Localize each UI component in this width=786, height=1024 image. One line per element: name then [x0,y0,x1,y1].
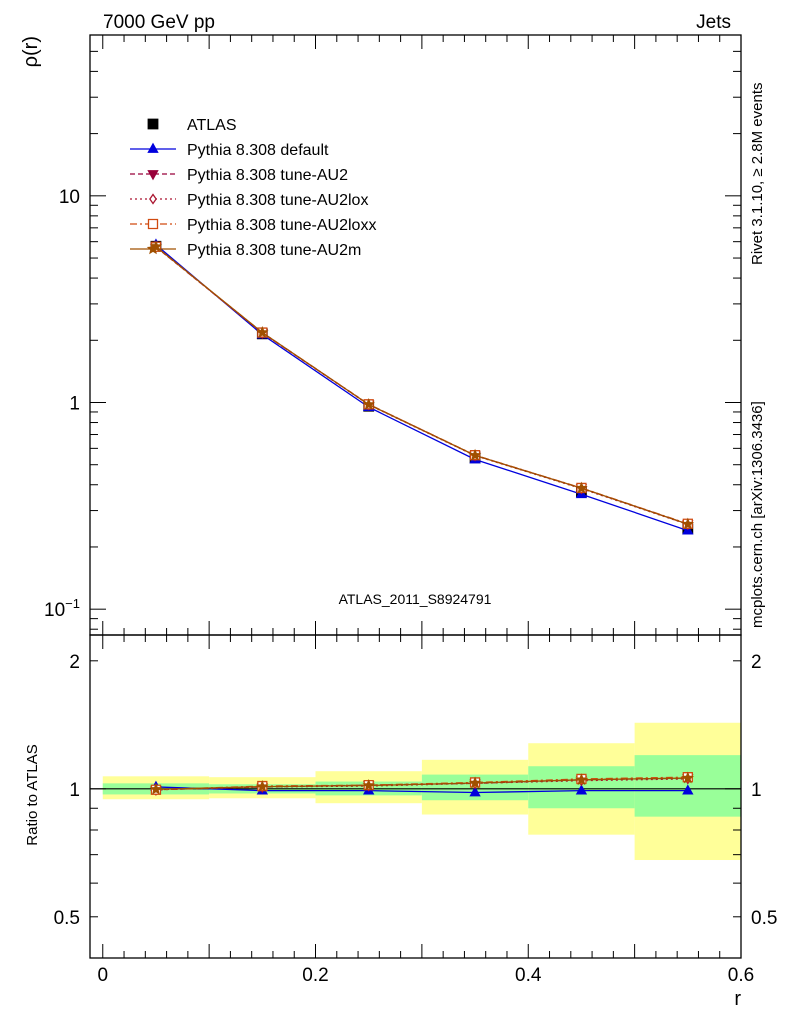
ratio-y-label: Ratio to ATLAS [24,744,41,845]
legend-item: Pythia 8.308 tune-AU2lox [130,192,368,209]
y-tick-label: 10 [59,187,80,208]
series-line [155,246,689,525]
main-y-label: ρ(r) [20,36,42,67]
series-pythia-8-308-tune-au2 [150,243,694,531]
ratio-y-tick-label-right: 1 [751,780,762,801]
series-line [155,246,689,526]
data-point [362,778,375,791]
legend-label: Pythia 8.308 tune-AU2m [187,242,361,259]
legend-label: Pythia 8.308 tune-AU2lox [187,192,368,209]
ratio-y-tick-label-right: 2 [751,652,762,673]
legend-marker [147,218,159,230]
series-line [155,786,688,794]
data-point [681,517,695,530]
plot-frames [89,34,742,959]
ratio-panel-frame [89,634,742,959]
legend-marker [147,142,159,153]
legend-item: Pythia 8.308 tune-AU2 [130,167,348,184]
y-tick-label: 10−1 [44,596,80,621]
x-axis-label: r [734,988,741,1010]
data-point [362,397,375,410]
data-point [468,448,482,461]
data-point [575,784,588,795]
data-point [575,481,588,494]
data-point [681,771,695,784]
series-pythia-8-308-tune-au2m [149,240,695,530]
ratio-y-tick-label: 0.5 [54,908,80,929]
legend-label: Pythia 8.308 tune-AU2loxx [187,217,376,234]
series-line [155,246,689,525]
legend-marker [149,193,157,205]
data-point [469,786,481,797]
side-label-bottom: mcplots.cern.ch [arXiv:1306.3436] [749,401,766,628]
tick-labels: 10−1 1 10 0.5 0.5 1 1 2 2 0 0.2 0.4 0.6 [44,187,777,986]
legend-item: Pythia 8.308 tune-AU2m [130,242,361,259]
analysis-watermark: ATLAS_2011_S8924791 [339,591,492,607]
data-point [575,773,588,786]
data-point [149,782,163,795]
header-left: 7000 GeV pp [103,12,215,33]
legend-label: ATLAS [187,117,237,134]
legend-marker [146,242,160,255]
legend-item: ATLAS [147,117,237,134]
legend-item: Pythia 8.308 default [130,142,329,159]
series-pythia-8-308-tune-au2loxx [150,241,693,529]
series-line [155,777,688,791]
series-line [155,244,689,532]
ratio-y-tick-label: 2 [69,652,80,673]
legend-marker [147,118,159,130]
data-point [256,326,269,338]
legend-item: Pythia 8.308 tune-AU2loxx [130,217,376,234]
x-tick-label: 0.4 [515,965,542,986]
legend-label: Pythia 8.308 tune-AU2 [187,167,348,184]
data-point [682,784,694,795]
legend-label: Pythia 8.308 default [187,142,329,159]
y-tick-label: 1 [69,394,80,415]
series-line [155,246,689,525]
legend: ATLAS Pythia 8.308 default Pythia 8.308 tu… [130,117,376,259]
series-pythia-8-308-tune-au2lox [152,241,692,531]
legend-marker [147,170,159,181]
series-lines [149,238,695,797]
x-tick-label: 0 [97,965,108,986]
data-point [468,776,482,789]
x-tick-label: 0.2 [302,965,328,986]
side-label-top: Rivet 3.1.10, ≥ 2.8M events [749,83,766,266]
series-atlas [150,240,694,535]
series-pythia-8-308-tune-au2m [149,771,695,795]
data-point [256,780,269,792]
header-right: Jets [696,12,731,33]
series-pythia-8-308-default [150,238,694,535]
x-tick-label: 0.6 [728,965,754,986]
ratio-y-tick-label: 1 [69,780,80,801]
ratio-y-tick-label-right: 0.5 [751,908,777,929]
